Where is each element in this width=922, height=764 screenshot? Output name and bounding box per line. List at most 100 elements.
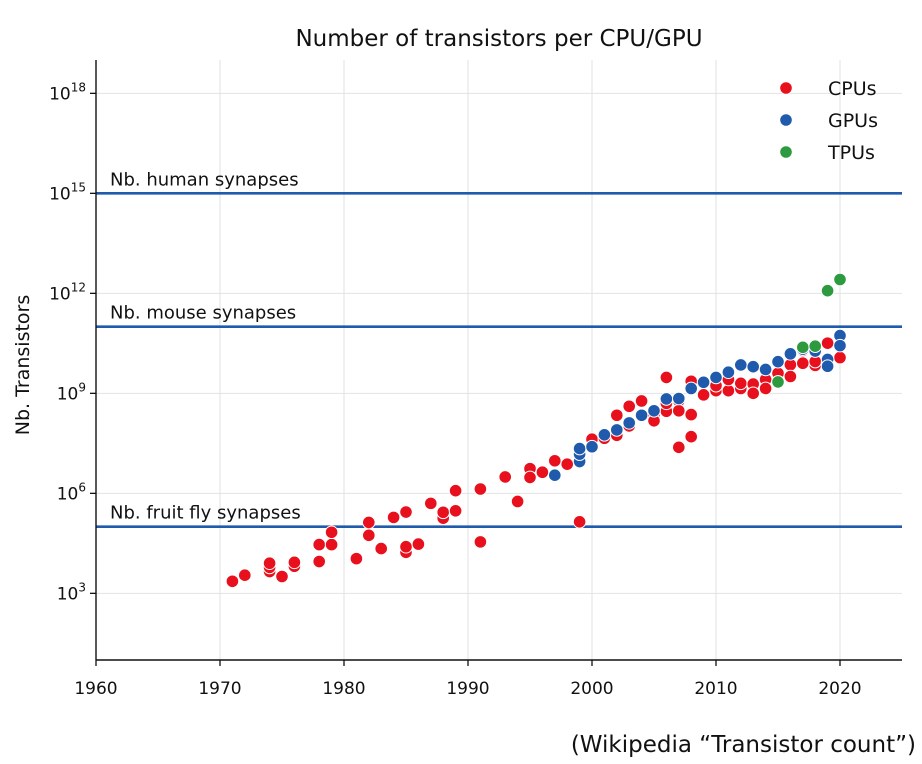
x-tick-label: 1960 bbox=[74, 679, 117, 699]
data-point bbox=[225, 574, 240, 589]
data-point bbox=[746, 386, 761, 401]
y-tick-base: 10 bbox=[49, 284, 71, 304]
data-point bbox=[783, 369, 798, 384]
data-point bbox=[448, 503, 463, 518]
data-point bbox=[684, 407, 699, 422]
data-point bbox=[610, 408, 624, 423]
data-point bbox=[436, 505, 451, 520]
y-tick-base: 10 bbox=[57, 384, 79, 404]
legend-marker bbox=[779, 113, 793, 127]
data-point bbox=[238, 568, 252, 582]
data-point bbox=[820, 336, 835, 350]
series-gpus bbox=[548, 328, 847, 482]
data-point bbox=[833, 350, 847, 365]
data-point bbox=[523, 470, 537, 485]
data-point bbox=[349, 551, 364, 566]
data-point bbox=[659, 392, 674, 406]
data-point bbox=[374, 541, 389, 556]
source-note: (Wikipedia “Transistor count”) bbox=[571, 732, 916, 758]
data-point bbox=[709, 370, 723, 385]
legend-marker bbox=[779, 81, 793, 95]
data-point bbox=[622, 416, 637, 430]
data-point bbox=[324, 537, 339, 552]
data-point bbox=[622, 399, 637, 414]
data-points bbox=[225, 272, 847, 589]
legend-label: CPUs bbox=[828, 78, 877, 100]
y-tick-label: 1015 bbox=[49, 180, 86, 204]
data-point bbox=[746, 359, 761, 374]
reference-lines: Nb. human synapses Nb. mouse synapses Nb. … bbox=[96, 169, 902, 528]
data-point bbox=[597, 428, 612, 442]
y-tick-exponent: 18 bbox=[71, 80, 86, 94]
y-tick-label: 103 bbox=[57, 580, 86, 604]
data-point bbox=[287, 555, 302, 570]
data-point bbox=[647, 403, 661, 418]
data-point bbox=[696, 388, 711, 402]
legend-label: GPUs bbox=[828, 110, 878, 132]
data-point bbox=[634, 394, 649, 408]
x-tick-label: 2010 bbox=[694, 679, 737, 699]
legend: CPUs GPUs TPUs bbox=[779, 78, 878, 164]
y-tick-exponent: 3 bbox=[78, 580, 86, 594]
y-tick-label: 106 bbox=[57, 480, 86, 504]
data-point bbox=[721, 365, 736, 380]
data-point bbox=[572, 514, 587, 529]
data-point bbox=[312, 537, 327, 552]
x-tick-labels: 1960 1970 1980 1990 2000 2010 2020 bbox=[74, 679, 861, 699]
chart-title: Number of transistors per CPU/GPU bbox=[295, 26, 702, 52]
y-tick-base: 10 bbox=[49, 184, 71, 204]
data-point bbox=[696, 375, 711, 390]
y-tick-label: 1012 bbox=[49, 280, 86, 304]
data-point bbox=[362, 515, 376, 530]
data-point bbox=[672, 403, 686, 418]
y-tick-base: 10 bbox=[49, 84, 71, 104]
data-point bbox=[684, 429, 699, 444]
reference-line-label: Nb. fruit fly synapses bbox=[110, 503, 301, 524]
data-point bbox=[386, 510, 401, 525]
x-tick-label: 1990 bbox=[446, 679, 489, 699]
x-tick-label: 2020 bbox=[818, 679, 861, 699]
data-point bbox=[535, 465, 550, 480]
data-point bbox=[399, 505, 413, 519]
data-point bbox=[411, 537, 426, 551]
legend-marker bbox=[779, 145, 793, 159]
y-tick-label: 109 bbox=[57, 380, 86, 404]
data-point bbox=[548, 468, 562, 482]
y-tick-exponent: 6 bbox=[78, 480, 86, 494]
data-point bbox=[510, 494, 525, 509]
x-tick-label: 1980 bbox=[322, 679, 365, 699]
data-point bbox=[560, 457, 575, 471]
x-tick-label: 2000 bbox=[570, 679, 613, 699]
data-point bbox=[610, 423, 624, 437]
data-point bbox=[672, 440, 686, 455]
data-point bbox=[684, 381, 699, 396]
y-tick-exponent: 15 bbox=[71, 180, 86, 194]
data-point bbox=[585, 439, 599, 454]
data-point bbox=[820, 283, 835, 298]
data-point bbox=[634, 408, 649, 423]
data-point bbox=[312, 554, 327, 569]
data-point bbox=[262, 556, 277, 571]
axes bbox=[90, 60, 902, 666]
y-tick-exponent: 12 bbox=[71, 280, 86, 294]
series-cpus bbox=[225, 336, 847, 589]
data-point bbox=[820, 359, 835, 374]
reference-line-label: Nb. mouse synapses bbox=[110, 303, 296, 324]
data-point bbox=[796, 356, 810, 371]
reference-line-label: Nb. human synapses bbox=[110, 169, 299, 190]
data-point bbox=[758, 362, 773, 377]
data-point bbox=[448, 483, 463, 498]
data-point bbox=[572, 441, 587, 456]
data-point bbox=[498, 470, 513, 484]
y-tick-exponent: 9 bbox=[78, 380, 86, 394]
data-point bbox=[771, 354, 785, 369]
data-point bbox=[783, 347, 798, 361]
data-point bbox=[672, 391, 686, 406]
data-point bbox=[362, 528, 376, 543]
y-tick-label: 1018 bbox=[49, 80, 86, 104]
y-axis-label: Nb. Transistors bbox=[12, 295, 34, 436]
data-point bbox=[771, 375, 785, 389]
data-point bbox=[399, 539, 413, 554]
